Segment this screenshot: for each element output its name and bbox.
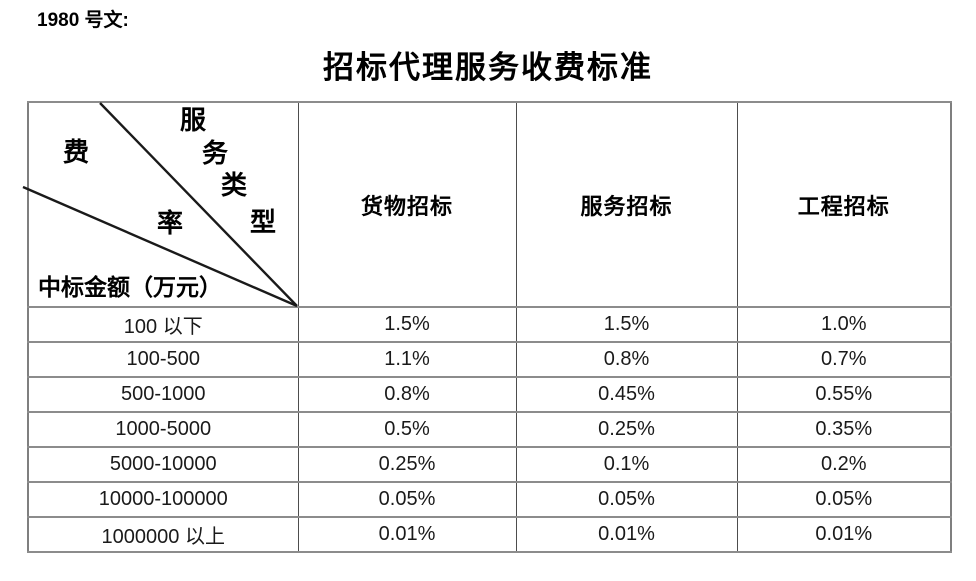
table-row: 1000000 以上 0.01% 0.01% 0.01%	[27, 516, 952, 553]
corner-type-char: 服	[180, 106, 207, 135]
rate-cell: 0.05%	[515, 481, 738, 518]
range-cell: 10000-100000	[27, 481, 299, 518]
rate-cell: 1.5%	[297, 306, 517, 343]
diagonal-header-cell: 费 率 服 务 类 型 中标金额（万元）	[22, 101, 299, 308]
range-cell: 100-500	[27, 341, 299, 378]
rate-cell: 0.01%	[515, 516, 738, 553]
rate-cell: 0.2%	[736, 446, 952, 483]
rate-cell: 0.25%	[515, 411, 738, 448]
rate-cell: 1.5%	[515, 306, 738, 343]
corner-type-char: 类	[221, 171, 248, 200]
rate-cell: 0.7%	[736, 341, 952, 378]
table-row: 100 以下 1.5% 1.5% 1.0%	[27, 306, 952, 343]
rate-cell: 0.45%	[515, 376, 738, 413]
range-cell: 500-1000	[27, 376, 299, 413]
rate-cell: 0.05%	[736, 481, 952, 518]
rate-cell: 0.01%	[297, 516, 517, 553]
corner-type-char: 务	[202, 139, 229, 168]
corner-fee-char: 费	[63, 138, 90, 167]
column-header-services: 服务招标	[515, 101, 738, 308]
range-cell: 1000000 以上	[27, 516, 299, 553]
diagonal-split-lines	[22, 102, 298, 308]
rate-cell: 0.5%	[297, 411, 517, 448]
rate-cell: 0.1%	[515, 446, 738, 483]
corner-type-char: 型	[250, 208, 277, 237]
range-cell: 100 以下	[27, 306, 299, 343]
rate-cell: 0.35%	[736, 411, 952, 448]
table-row: 10000-100000 0.05% 0.05% 0.05%	[27, 481, 952, 518]
table-body: 100 以下 1.5% 1.5% 1.0% 100-500 1.1% 0.8% …	[27, 306, 952, 553]
column-header-works: 工程招标	[736, 101, 952, 308]
corner-fee-char: 率	[157, 209, 184, 238]
column-header-goods: 货物招标	[297, 101, 517, 308]
rate-cell: 1.1%	[297, 341, 517, 378]
table-row: 1000-5000 0.5% 0.25% 0.35%	[27, 411, 952, 448]
doc-number-label: 1980 号文:	[37, 10, 129, 31]
range-cell: 5000-10000	[27, 446, 299, 483]
range-cell: 1000-5000	[27, 411, 299, 448]
header-row: 费 率 服 务 类 型 中标金额（万元） 货物招标 服务招标 工程招标	[22, 101, 952, 308]
fee-standard-table: 费 率 服 务 类 型 中标金额（万元） 货物招标 服务招标 工程招标 100 …	[22, 101, 952, 553]
corner-amount-axis-label: 中标金额（万元）	[38, 274, 222, 300]
rate-cell: 0.8%	[297, 376, 517, 413]
rate-cell: 0.05%	[297, 481, 517, 518]
rate-cell: 0.01%	[736, 516, 952, 553]
table-row: 500-1000 0.8% 0.45% 0.55%	[27, 376, 952, 413]
rate-cell: 0.8%	[515, 341, 738, 378]
rate-cell: 1.0%	[736, 306, 952, 343]
rate-cell: 0.25%	[297, 446, 517, 483]
table-row: 100-500 1.1% 0.8% 0.7%	[27, 341, 952, 378]
rate-cell: 0.55%	[736, 376, 952, 413]
page-title: 招标代理服务收费标准	[323, 50, 653, 85]
table-row: 5000-10000 0.25% 0.1% 0.2%	[27, 446, 952, 483]
